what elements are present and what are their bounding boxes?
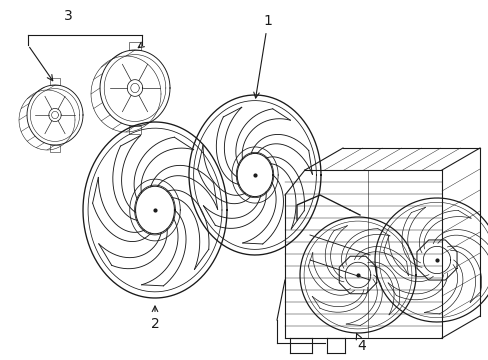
Text: 4: 4 <box>356 333 366 353</box>
Text: 3: 3 <box>63 9 72 23</box>
Text: 1: 1 <box>253 14 272 98</box>
Text: 2: 2 <box>150 306 159 331</box>
